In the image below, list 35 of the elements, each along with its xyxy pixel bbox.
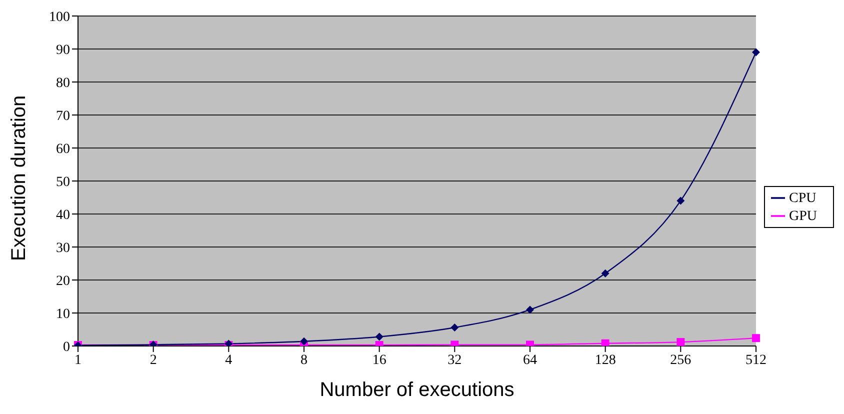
y-tick-label: 50 (56, 174, 70, 190)
y-tick-label: 0 (63, 340, 70, 355)
point (450, 324, 459, 332)
point (676, 338, 685, 346)
y-tick-label: 10 (56, 306, 70, 322)
y-tick-label: 60 (56, 142, 70, 157)
x-tick-label: 32 (448, 352, 462, 368)
x-tick-label: 8 (300, 352, 308, 368)
point (676, 196, 685, 205)
x-tick-label: 16 (372, 352, 386, 368)
y-axis-title: Execution duration (8, 95, 30, 261)
y-tick-label: 100 (49, 10, 70, 25)
y-tick-label: 30 (56, 240, 70, 256)
x-tick-label: 256 (670, 352, 692, 368)
y-tick-label: 20 (56, 274, 70, 289)
point (752, 48, 760, 56)
point (526, 306, 534, 314)
point (601, 339, 610, 346)
y-tick-label: 70 (56, 108, 70, 124)
point (300, 337, 308, 346)
point (752, 334, 760, 342)
y-tick-label: 40 (56, 208, 70, 223)
legend-label: GPU (788, 209, 817, 224)
x-tick-label: 1 (74, 352, 82, 368)
y-tick-label: 80 (56, 76, 70, 91)
x-tick-label: 2 (150, 352, 157, 368)
y-tick-label: 90 (56, 42, 70, 58)
x-tick-label: 64 (522, 352, 537, 368)
point (601, 269, 610, 278)
x-tick-label: 512 (745, 352, 766, 368)
legend-label: CPU (788, 191, 816, 206)
x-axis-title: Number of executions (320, 379, 514, 401)
x-tick-label: 128 (594, 352, 616, 368)
x-tick-label: 4 (225, 352, 232, 368)
point (375, 332, 384, 341)
